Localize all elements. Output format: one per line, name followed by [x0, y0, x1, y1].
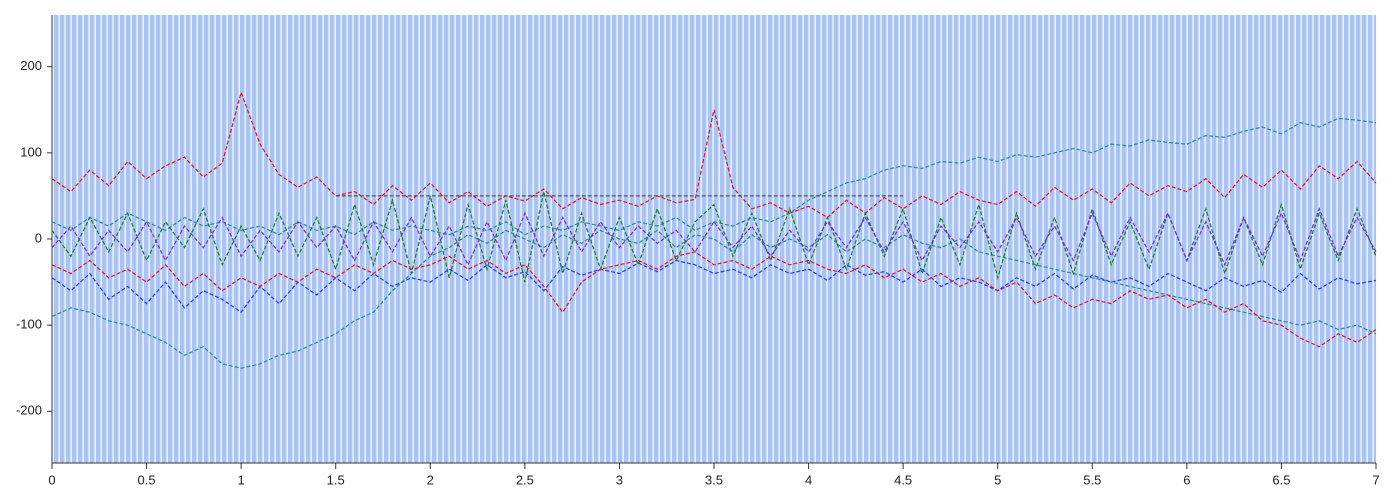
x-tick-label: 6	[1183, 472, 1190, 487]
y-tick-label: 100	[20, 144, 42, 159]
x-tick-label: 1	[238, 472, 245, 487]
x-tick-label: 5.5	[1083, 472, 1101, 487]
y-tick-label: -100	[16, 317, 42, 332]
x-tick-label: 7	[1372, 472, 1379, 487]
x-tick-label: 1.5	[327, 472, 345, 487]
y-tick-label: 200	[20, 58, 42, 73]
x-tick-label: 5	[994, 472, 1001, 487]
x-tick-label: 6.5	[1272, 472, 1290, 487]
series-line	[51, 259, 1377, 314]
series-line	[51, 90, 1377, 219]
plot-background	[52, 15, 1376, 463]
series-line	[51, 191, 1377, 283]
series-line	[51, 251, 1377, 348]
y-tick-label: 0	[35, 230, 42, 245]
x-tick-label: 3.5	[705, 472, 723, 487]
x-tick-label: 3	[616, 472, 623, 487]
x-tick-label: 4.5	[894, 472, 912, 487]
x-tick-label: 2	[427, 472, 434, 487]
x-tick-label: 4	[805, 472, 812, 487]
series-line	[51, 117, 1377, 236]
x-tick-label: 2.5	[516, 472, 534, 487]
y-tick-label: -200	[16, 403, 42, 418]
series-line	[51, 229, 1377, 369]
x-tick-label: 0.5	[138, 472, 156, 487]
x-tick-label: 0	[48, 472, 55, 487]
